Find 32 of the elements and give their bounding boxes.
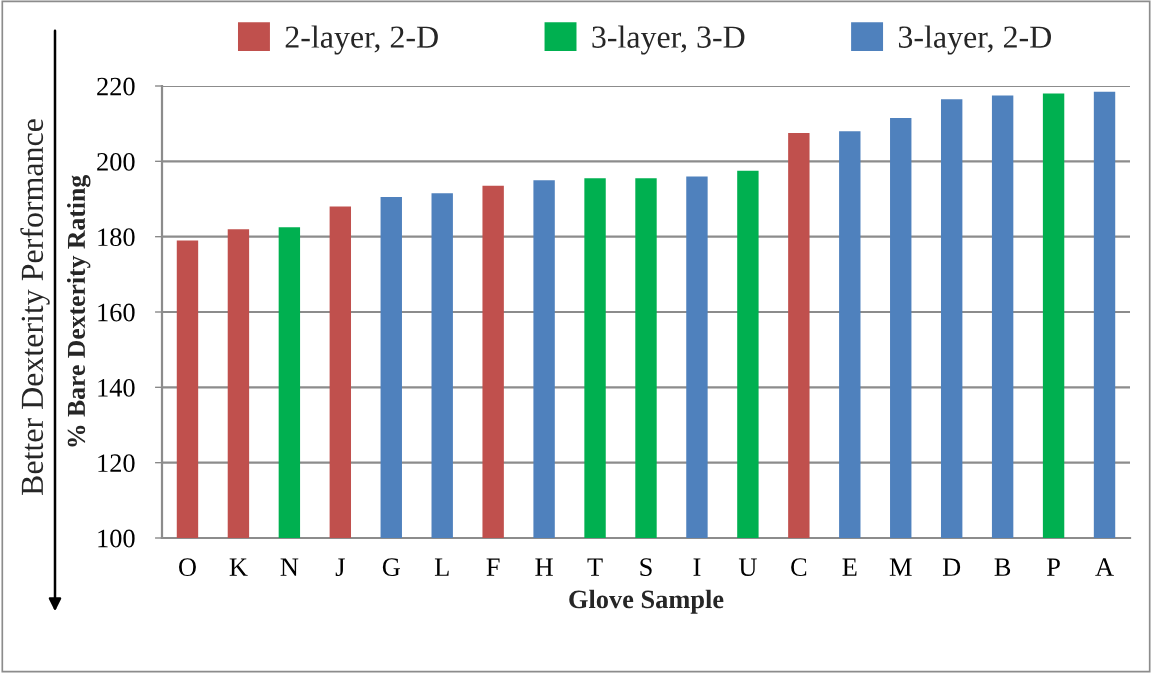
y-tick-label: 140	[98, 378, 135, 397]
legend-label: 2-layer, 2-D	[285, 25, 438, 55]
x-tick-label: H	[535, 558, 553, 576]
text: Better Dexterity Performance	[20, 119, 50, 496]
y-tick-label: 180	[98, 228, 135, 247]
y-tick-label: 160	[98, 303, 135, 322]
legend-label: 3-layer, 2-D	[898, 25, 1051, 55]
x-tick-label: P	[1047, 558, 1060, 576]
x-tick-label: B	[994, 558, 1011, 576]
y-tick-label: 220	[97, 77, 135, 96]
x-axis-title: Glove Sample	[569, 589, 724, 614]
y-axis-title: % Bare Dexterity Rating	[66, 175, 91, 447]
y-tick-label: 120	[98, 454, 135, 473]
x-tick-label: C	[791, 558, 807, 577]
x-tick-label: N	[280, 558, 299, 576]
x-tick-label: G	[382, 558, 400, 577]
x-tick-label: J	[335, 558, 345, 577]
y-tick-label: 200	[97, 152, 135, 171]
x-tick-label: D	[942, 558, 961, 576]
x-tick-label: L	[434, 558, 449, 576]
x-tick-label: U	[738, 558, 757, 577]
x-tick-label: A	[1095, 558, 1114, 576]
x-tick-label: S	[640, 558, 652, 577]
legend-label: 3-layer, 3-D	[592, 25, 745, 55]
x-tick-label: F	[486, 558, 500, 576]
x-tick-label: M	[889, 558, 912, 576]
x-tick-label: O	[179, 558, 196, 577]
x-tick-label: T	[587, 558, 603, 576]
x-tick-label: K	[229, 558, 248, 576]
x-tick-label: I	[693, 558, 701, 576]
y-tick-label: 100	[98, 529, 135, 548]
x-tick-label: E	[842, 558, 857, 576]
